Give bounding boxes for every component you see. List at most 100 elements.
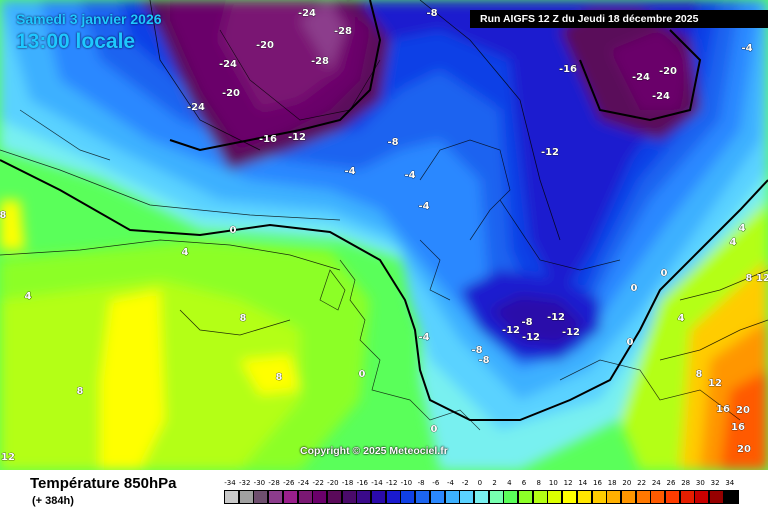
legend-swatch [371, 490, 386, 504]
legend-swatch [709, 490, 725, 504]
legend-swatch [253, 490, 269, 504]
legend-tick-label: 18 [607, 479, 617, 487]
legend-swatch [620, 490, 636, 504]
legend-swatch [444, 490, 460, 504]
isotherm-value-label: -4 [741, 43, 752, 54]
isotherm-value-label: -24 [652, 91, 670, 102]
isotherm-value-label: -16 [259, 134, 277, 145]
legend-tick-label: 28 [681, 479, 691, 487]
isotherm-value-label: -8 [387, 137, 398, 148]
isotherm-value-label: -8 [478, 355, 489, 366]
forecast-datetime: Samedi 3 janvier 2026 13:00 locale [16, 12, 162, 52]
isotherm-value-label: -8 [471, 345, 482, 356]
isotherm-value-label: 12 [756, 273, 768, 284]
isotherm-labels: -24 -8-20-28-28-24-20-24-16 -12 -8-4 -4-4-16… [0, 8, 768, 464]
legend-swatch [459, 490, 475, 504]
isotherm-value-label: -12 [522, 332, 540, 343]
run-info: Run AIGFS 12 Z du Jeudi 18 décembre 2025 [470, 10, 768, 28]
isotherm-value-label: 16 [716, 404, 730, 415]
isotherm-value-label: 4 [739, 223, 746, 234]
legend-swatch [576, 490, 592, 504]
forecast-time: 13:00 locale [16, 30, 136, 53]
legend-tick-label: 6 [521, 479, 527, 487]
isotherm-value-label: -12 [562, 327, 580, 338]
legend-swatch [282, 490, 298, 504]
isotherm-value-label: -24 [187, 102, 205, 113]
legend-swatch [326, 490, 342, 504]
legend-tick-label: -12 [385, 479, 398, 487]
isotherm-value-label: -24 [298, 8, 316, 19]
forecast-date: Samedi 3 janvier 2026 [16, 11, 162, 27]
legend-swatch [341, 490, 357, 504]
legend-swatch [547, 490, 563, 504]
map-canvas: -24 -8-20-28-28-24-20-24-16 -12 -8-4 -4-4-16… [0, 0, 768, 470]
legend-tick-label: 26 [666, 479, 676, 487]
legend-swatch [635, 490, 651, 504]
isotherm-value-label: 4 [730, 237, 737, 248]
isotherm-value-label: 20 [737, 444, 751, 455]
legend-swatch [429, 490, 445, 504]
legend-tick-label: 8 [536, 479, 541, 487]
isotherm-value-label: -4 [344, 166, 355, 177]
legend-tick-label: 30 [695, 479, 705, 487]
legend-tick-label: -24 [297, 479, 310, 487]
coastlines [19, 29, 741, 431]
isotherm-value-label: -24 [219, 59, 237, 70]
isotherms [0, 0, 768, 421]
isotherm-value-label: -20 [256, 40, 274, 51]
isotherm-value-label: -28 [334, 26, 352, 37]
isotherm-value-label: 8 [77, 386, 84, 397]
legend-swatch [606, 490, 622, 504]
isotherm-value-label: 0 [627, 337, 634, 348]
legend-swatch [400, 490, 416, 504]
legend-swatch [665, 490, 680, 504]
isotherm-value-label: 8 [746, 273, 753, 284]
legend-swatch [503, 490, 519, 504]
legend-swatch [694, 490, 710, 504]
isotherm-value-label: 8 [240, 313, 247, 324]
legend-tick-label: 0 [477, 479, 483, 487]
thin-isotherms [0, 0, 768, 361]
isotherm-value-label: -12 [502, 325, 520, 336]
legend-tick-label: 2 [492, 479, 497, 487]
legend-swatch [591, 490, 607, 504]
legend-swatch [532, 490, 548, 504]
legend-tick-label: -8 [417, 479, 425, 487]
legend-swatch [679, 490, 695, 504]
legend-tick-label: 4 [507, 479, 512, 487]
legend-tick-label: 10 [548, 479, 558, 487]
temperature-fields [0, 0, 768, 470]
isotherm-value-label: -28 [311, 56, 329, 67]
legend-swatch [415, 490, 431, 504]
legend-tick-label: 14 [578, 479, 588, 487]
isotherm-value-label: 8 [696, 369, 703, 380]
legend-tick-label: -4 [447, 479, 454, 487]
legend-swatch [356, 490, 372, 504]
temperature-map: -24 -8 -20 -28 -28 -24 -20 -24 -16 -12 -8 -4 -4 -4 -16… [0, 0, 768, 470]
isotherm-value-label: 0 [230, 225, 237, 236]
lead-time: (+ 384h) [32, 495, 74, 507]
isotherm-value-label: 4 [678, 313, 685, 324]
isotherm-value-label: 12 [1, 452, 15, 463]
legend-tick-label: 16 [593, 479, 602, 487]
legend-swatch [268, 490, 284, 504]
legend-tick-label: -22 [312, 479, 324, 487]
legend-tick-label: 20 [622, 479, 632, 487]
legend-swatch [385, 490, 401, 504]
legend-tick-label: -14 [371, 479, 383, 487]
isotherm-value-label: -16 [559, 64, 577, 75]
legend-swatch [518, 490, 533, 504]
isotherm-value-label: -8 [426, 8, 437, 19]
isotherm-value-label: 16 [731, 422, 745, 433]
isotherm-value-label: 20 [736, 405, 750, 416]
legend-tick-label: -30 [253, 479, 266, 487]
map-footer: Température 850hPa (+ 384h) -34 -32 -30 -28… [0, 470, 768, 512]
legend-swatch [562, 490, 578, 504]
legend-swatch [224, 490, 239, 504]
copyright-text: Copyright © 2025 Meteociel.fr [300, 445, 448, 457]
isotherm-value-label: 0 [359, 369, 366, 380]
isotherm-value-label: -12 [547, 312, 565, 323]
legend-tick-label: 22 [637, 479, 647, 487]
legend-swatch [297, 490, 313, 504]
isotherm-value-label: -8 [521, 317, 532, 328]
